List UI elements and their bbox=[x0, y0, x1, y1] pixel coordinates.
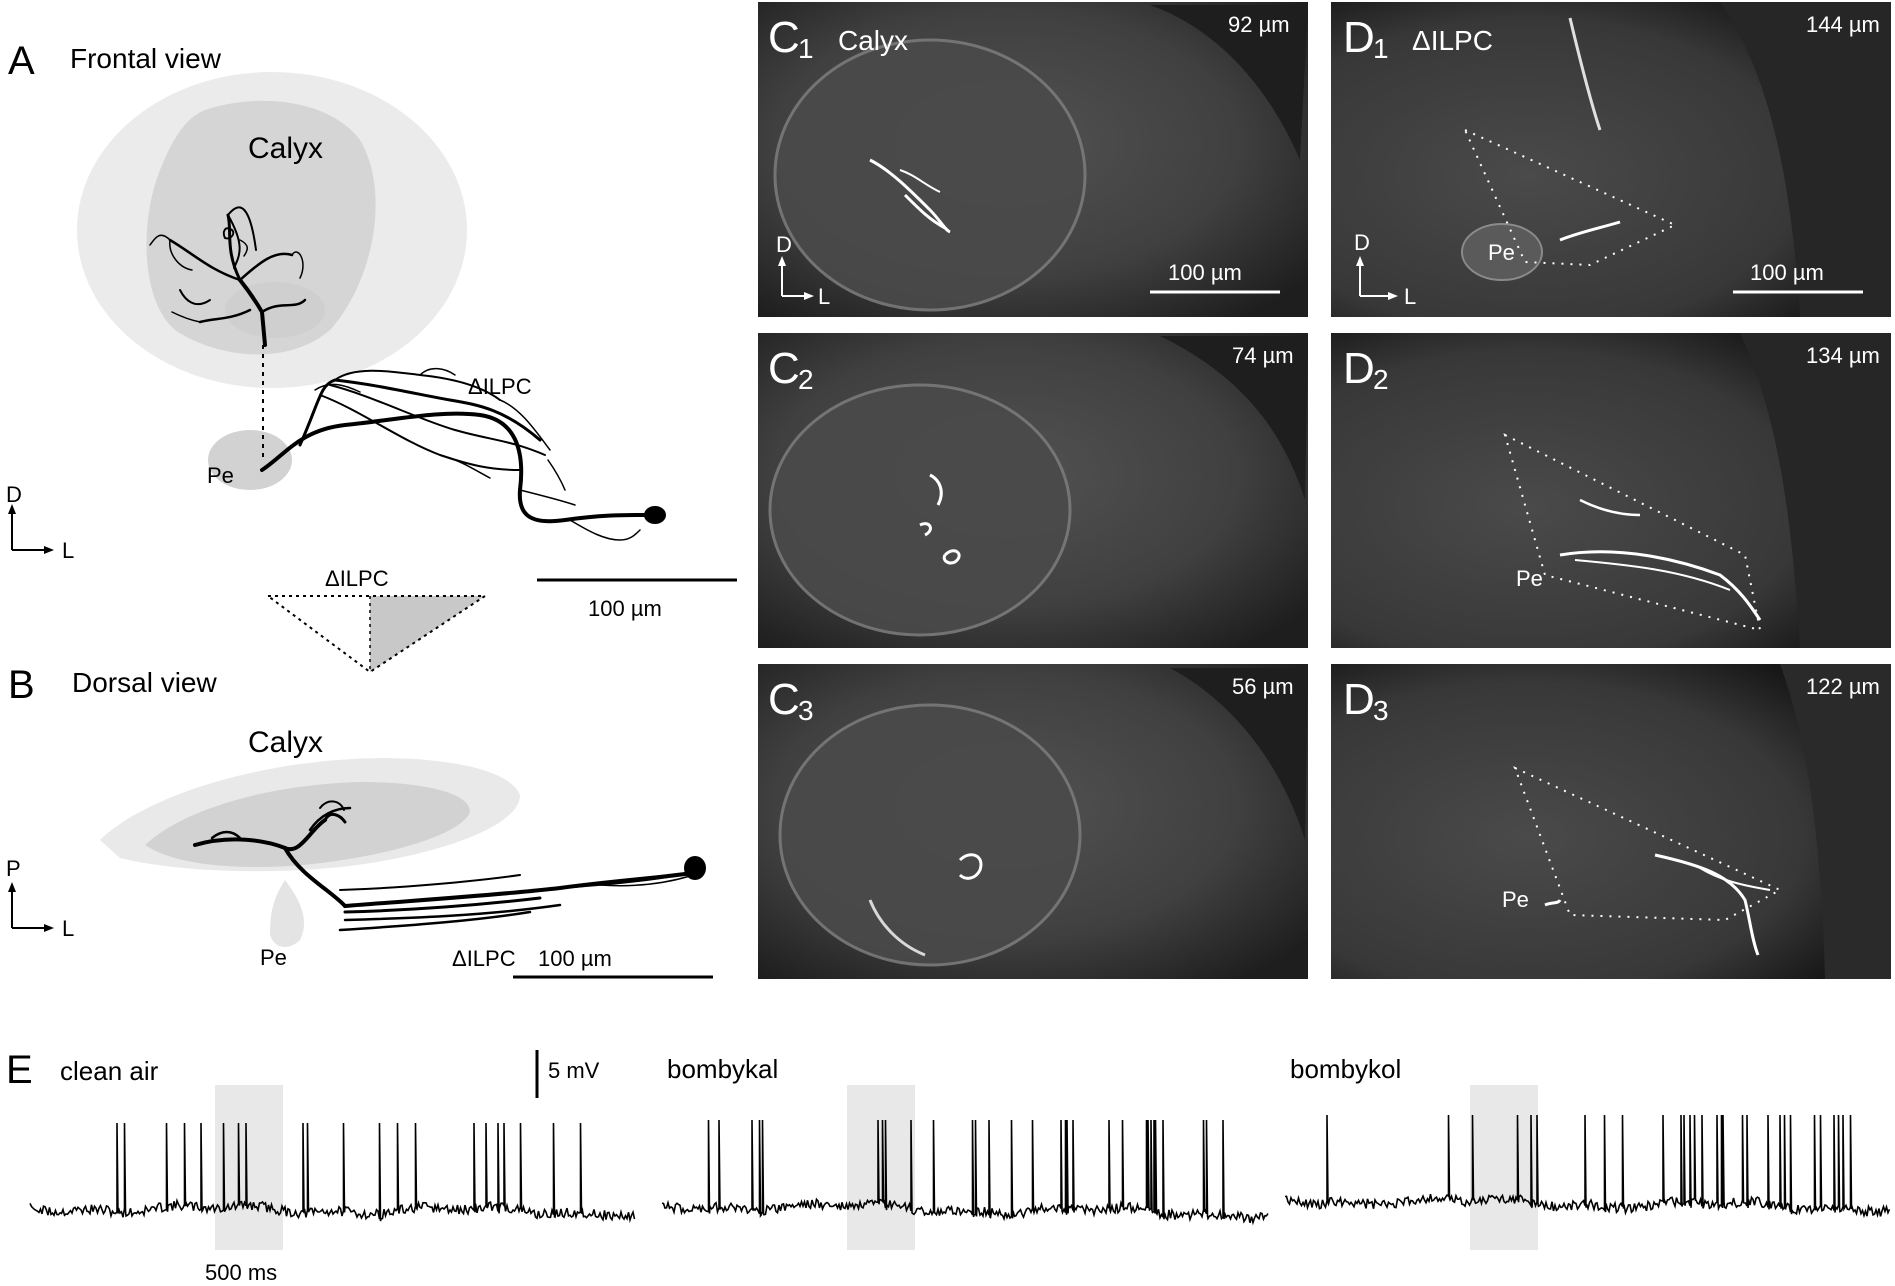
d1-axis-l: L bbox=[1404, 284, 1416, 309]
d3-sub: 3 bbox=[1373, 695, 1389, 726]
c2-sub: 2 bbox=[798, 364, 814, 395]
axis-l-label-b: L bbox=[62, 916, 74, 941]
calyx-label-b: Calyx bbox=[248, 726, 323, 759]
panel-c: C 1 Calyx 92 µm 100 µm D L C 2 bbox=[758, 2, 1308, 979]
trace-clean-air bbox=[29, 1122, 636, 1224]
time-scale-label: 500 ms bbox=[205, 1260, 277, 1285]
stim-shade-2 bbox=[847, 1085, 915, 1250]
c1-scale-label: 100 µm bbox=[1168, 260, 1242, 285]
panel-b-title: Dorsal view bbox=[72, 667, 217, 698]
axis-arrows-a: D L bbox=[6, 482, 74, 563]
d2-pe-label: Pe bbox=[1516, 566, 1543, 591]
c3-sub: 3 bbox=[798, 695, 814, 726]
pe-label-a: Pe bbox=[207, 463, 234, 488]
neuron-dendrites-calyx bbox=[149, 206, 307, 347]
neuron-dorsal bbox=[193, 800, 702, 932]
peduncle-b bbox=[270, 880, 305, 947]
c1-letter: C bbox=[768, 13, 800, 62]
panel-a-letter: A bbox=[8, 39, 35, 83]
d1-pe-label: Pe bbox=[1488, 240, 1515, 265]
d1-depth: 144 µm bbox=[1806, 12, 1880, 37]
d1-axis-arrows: D L bbox=[1354, 230, 1416, 309]
c2-letter: C bbox=[768, 344, 800, 393]
micrograph-c3: C 3 56 µm bbox=[758, 664, 1308, 979]
panel-a: A Frontal view Calyx Pe bbox=[6, 39, 737, 674]
micrograph-d2: D 2 134 µm Pe bbox=[1331, 333, 1891, 648]
neuron-axon-ilpc bbox=[260, 367, 650, 541]
d2-depth: 134 µm bbox=[1806, 343, 1880, 368]
panel-b-letter: B bbox=[8, 663, 35, 707]
stim-shade-1 bbox=[215, 1085, 283, 1250]
d3-letter: D bbox=[1343, 675, 1375, 724]
panel-e: E clean air bombykal bombykol 5 mV 500 m… bbox=[6, 1048, 1891, 1285]
inset-ilpc-label: ΔILPC bbox=[325, 566, 389, 591]
d2-letter: D bbox=[1343, 344, 1375, 393]
trace-bombykol bbox=[1284, 1114, 1891, 1219]
micrograph-c1: C 1 Calyx 92 µm 100 µm D L bbox=[758, 2, 1308, 317]
c1-axis-d: D bbox=[776, 232, 792, 257]
micrograph-d3: D 3 122 µm Pe bbox=[1331, 664, 1891, 979]
c3-letter: C bbox=[768, 675, 800, 724]
calyx-region bbox=[146, 100, 376, 355]
c2-depth: 74 µm bbox=[1232, 343, 1294, 368]
c1-sub: 1 bbox=[798, 33, 814, 64]
c3-depth: 56 µm bbox=[1232, 674, 1294, 699]
trace-bombykal bbox=[661, 1119, 1269, 1226]
calyx-base bbox=[225, 282, 325, 338]
panel-d: D 1 ΔILPC 144 µm Pe 100 µm D L D bbox=[1331, 2, 1891, 979]
panel-b: B Dorsal view Calyx Pe ΔILPC bbox=[6, 663, 713, 979]
trace-label-clean-air: clean air bbox=[60, 1056, 159, 1086]
axis-d-label-a: D bbox=[6, 482, 22, 507]
calyx-label-a: Calyx bbox=[248, 132, 323, 165]
c1-title: Calyx bbox=[838, 25, 908, 56]
ilpc-inset-triangle: ΔILPC bbox=[264, 566, 489, 674]
d1-axis-d: D bbox=[1354, 230, 1370, 255]
voltage-scale-label: 5 mV bbox=[548, 1058, 600, 1083]
axis-p-label-b: P bbox=[6, 856, 21, 881]
scale-label-b: 100 µm bbox=[538, 946, 612, 971]
ilpc-label-a: ΔILPC bbox=[468, 374, 532, 399]
axis-l-label-a: L bbox=[62, 538, 74, 563]
d1-title: ΔILPC bbox=[1412, 25, 1493, 56]
axis-arrows-b: P L bbox=[6, 856, 74, 941]
d1-sub: 1 bbox=[1373, 33, 1389, 64]
d1-letter: D bbox=[1343, 13, 1375, 62]
scale-label-a: 100 µm bbox=[588, 596, 662, 621]
stim-shade-3 bbox=[1470, 1085, 1538, 1250]
d2-sub: 2 bbox=[1373, 364, 1389, 395]
peduncle-a bbox=[208, 430, 292, 490]
panel-a-title: Frontal view bbox=[70, 43, 222, 74]
c1-depth: 92 µm bbox=[1228, 12, 1290, 37]
trace-label-bombykal: bombykal bbox=[667, 1054, 778, 1084]
micrograph-c2: C 2 74 µm bbox=[758, 333, 1308, 648]
c1-axis-l: L bbox=[818, 284, 830, 309]
neuron-soma-a bbox=[644, 506, 666, 524]
d1-scale-label: 100 µm bbox=[1750, 260, 1824, 285]
micrograph-d1: D 1 ΔILPC 144 µm Pe 100 µm D L bbox=[1331, 2, 1891, 317]
neuron-soma-b bbox=[684, 856, 706, 880]
ilpc-label-b: ΔILPC bbox=[452, 946, 516, 971]
d3-pe-label: Pe bbox=[1502, 887, 1529, 912]
d3-depth: 122 µm bbox=[1806, 674, 1880, 699]
pe-label-b: Pe bbox=[260, 945, 287, 970]
calyx-dorsal bbox=[145, 782, 470, 868]
panel-e-letter: E bbox=[6, 1048, 33, 1092]
c1-axis-arrows: D L bbox=[776, 232, 830, 309]
trace-label-bombykol: bombykol bbox=[1290, 1054, 1401, 1084]
